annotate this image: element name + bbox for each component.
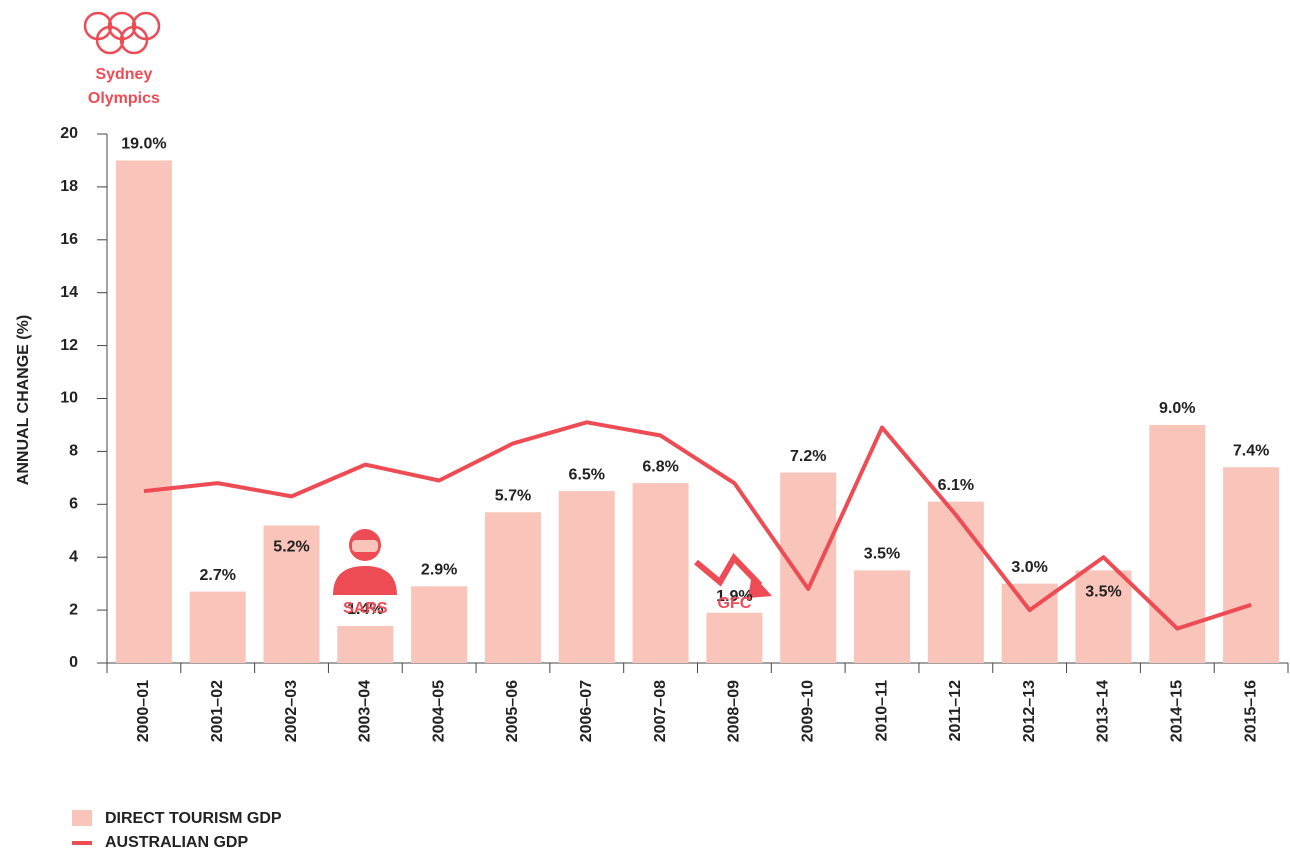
y-tick-label: 6: [69, 496, 78, 513]
annotation: SARS: [343, 600, 388, 617]
bar: [632, 483, 689, 663]
bar: [854, 570, 911, 663]
value-label: 6.1%: [938, 477, 974, 494]
x-tick-label: 2008–09: [726, 680, 743, 742]
value-label: 7.2%: [790, 448, 826, 465]
line: [143, 420, 1252, 631]
bar: [484, 512, 541, 663]
x-tick-label: 2004–05: [430, 680, 447, 742]
annotation: Sydney: [95, 66, 152, 83]
x-tick-label: 2011–12: [947, 680, 964, 742]
y-tick-label: 20: [60, 125, 78, 142]
x-tick-label: 2007–08: [652, 680, 669, 742]
value-label: 5.2%: [273, 539, 309, 556]
bar: [115, 160, 172, 663]
value-label: 6.8%: [642, 458, 678, 475]
x-tick-label: 2006–07: [578, 680, 595, 742]
x-tick-label: 2015–16: [1242, 680, 1259, 742]
sars-icon: [333, 529, 397, 595]
value-label: 3.5%: [864, 546, 900, 563]
bar: [189, 591, 246, 663]
gfc-arrow-icon: [694, 553, 772, 598]
bar: [1223, 467, 1280, 663]
value-label: 6.5%: [569, 466, 605, 483]
x-tick-label: 2000–01: [135, 680, 152, 742]
x-tick-label: 2005–06: [504, 680, 521, 742]
x-tick-label: 2013–14: [1095, 680, 1112, 742]
olympic-rings-icon: [83, 11, 161, 55]
value-label: 9.0%: [1159, 400, 1195, 417]
value-label: 1.9%: [716, 588, 752, 605]
value-label: 1.4%: [347, 601, 383, 618]
y-tick-label: 0: [69, 654, 78, 671]
bar: [927, 501, 984, 663]
legend-swatch-bar: [72, 810, 92, 826]
x-tick-label: 2012–13: [1021, 680, 1038, 742]
value-label: 3.5%: [1085, 584, 1121, 601]
y-tick-label: 14: [60, 284, 78, 301]
x-tick-label: 2010–11: [873, 680, 890, 742]
bar: [263, 525, 320, 663]
x-tick-label: 2002–03: [283, 680, 300, 742]
y-tick-label: 10: [60, 390, 78, 407]
bar: [411, 586, 468, 663]
y-tick-label: 12: [60, 337, 78, 354]
y-tick-label: 4: [69, 548, 78, 565]
x-tick-label: 2001–02: [209, 680, 226, 742]
x-tick-label: 2009–10: [799, 680, 816, 742]
x-tick-label: 2014–15: [1169, 680, 1186, 742]
bar: [706, 612, 763, 663]
bar: [1075, 570, 1132, 663]
value-label: 2.7%: [199, 567, 235, 584]
bar: [337, 625, 394, 663]
value-label: 3.0%: [1011, 559, 1047, 576]
y-tick-label: 18: [60, 178, 78, 195]
value-label: 2.9%: [421, 562, 457, 579]
value-label: 7.4%: [1233, 442, 1269, 459]
x-tick-label: 2003–04: [357, 680, 374, 742]
legend-label: AUSTRALIAN GDP: [105, 834, 248, 851]
y-axis-label: ANNUAL CHANGE (%): [15, 315, 32, 485]
legend-label: DIRECT TOURISM GDP: [105, 810, 282, 827]
annotation: GFC: [718, 595, 752, 612]
annotation: Olympics: [88, 90, 160, 107]
y-tick-label: 16: [60, 231, 78, 248]
y-tick-label: 8: [69, 443, 78, 460]
value-label: 19.0%: [121, 136, 166, 153]
bar: [780, 472, 837, 663]
value-label: 5.7%: [495, 487, 531, 504]
bar: [558, 491, 615, 663]
y-tick-label: 2: [69, 601, 78, 618]
